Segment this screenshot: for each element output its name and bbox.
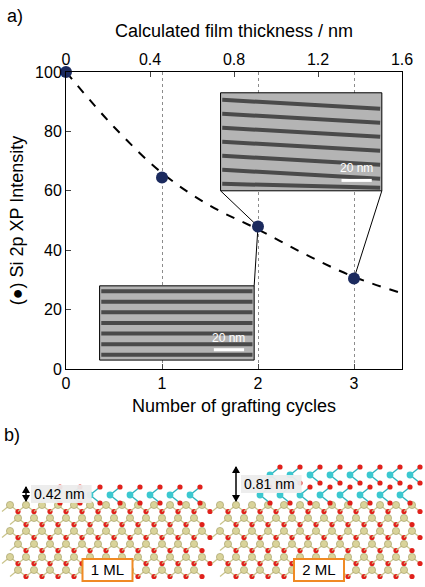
- svg-text:0: 0: [62, 375, 71, 392]
- svg-text:100: 100: [35, 64, 62, 81]
- svg-text:20 nm: 20 nm: [340, 161, 373, 175]
- svg-text:Calculated film thickness / nm: Calculated film thickness / nm: [115, 21, 353, 41]
- svg-text:20 nm: 20 nm: [212, 331, 245, 345]
- svg-text:60: 60: [44, 182, 62, 199]
- svg-text:40: 40: [44, 242, 62, 259]
- svg-text:2 ML: 2 ML: [302, 561, 335, 578]
- svg-text:0.81 nm: 0.81 nm: [244, 476, 295, 492]
- svg-text:0.42 nm: 0.42 nm: [34, 486, 85, 502]
- svg-text:Number of grafting cycles: Number of grafting cycles: [132, 396, 336, 416]
- svg-text:(●) Si 2p XP Intensity: (●) Si 2p XP Intensity: [7, 136, 27, 306]
- svg-text:0.4: 0.4: [139, 51, 161, 68]
- svg-text:a): a): [7, 6, 23, 26]
- svg-text:80: 80: [44, 123, 62, 140]
- svg-text:3: 3: [350, 375, 359, 392]
- svg-text:1.6: 1.6: [391, 51, 413, 68]
- svg-text:0: 0: [62, 51, 71, 68]
- svg-text:1.2: 1.2: [307, 51, 329, 68]
- svg-text:0.8: 0.8: [223, 51, 245, 68]
- svg-text:1: 1: [158, 375, 167, 392]
- svg-text:0: 0: [53, 361, 62, 378]
- svg-text:20: 20: [44, 301, 62, 318]
- svg-text:2: 2: [254, 375, 263, 392]
- svg-text:1 ML: 1 ML: [91, 561, 124, 578]
- svg-text:b): b): [4, 425, 20, 445]
